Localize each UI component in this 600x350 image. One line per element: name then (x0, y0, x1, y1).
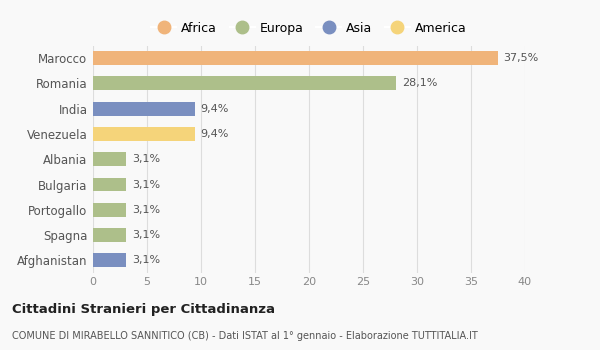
Bar (93, 102, 194, 116)
Text: Cittadini Stranieri per Cittadinanza: Cittadini Stranieri per Cittadinanza (12, 303, 275, 316)
Bar (93, 152, 127, 166)
Text: 3,1%: 3,1% (132, 205, 160, 215)
Text: 28,1%: 28,1% (402, 78, 437, 89)
Text: 3,1%: 3,1% (132, 230, 160, 240)
Text: 3,1%: 3,1% (132, 256, 160, 265)
Text: 3,1%: 3,1% (132, 154, 160, 164)
Text: COMUNE DI MIRABELLO SANNITICO (CB) - Dati ISTAT al 1° gennaio - Elaborazione TUT: COMUNE DI MIRABELLO SANNITICO (CB) - Dat… (12, 331, 478, 341)
Text: 3,1%: 3,1% (132, 180, 160, 190)
Bar (93, 253, 127, 267)
Bar (93, 177, 127, 191)
Text: 9,4%: 9,4% (200, 104, 228, 114)
Text: 9,4%: 9,4% (200, 129, 228, 139)
Text: 37,5%: 37,5% (503, 53, 539, 63)
Legend: Africa, Europa, Asia, America: Africa, Europa, Asia, America (151, 22, 467, 35)
Bar (93, 51, 498, 65)
Bar (93, 228, 127, 242)
Bar (93, 127, 194, 141)
Bar (93, 203, 127, 217)
Bar (93, 76, 397, 90)
